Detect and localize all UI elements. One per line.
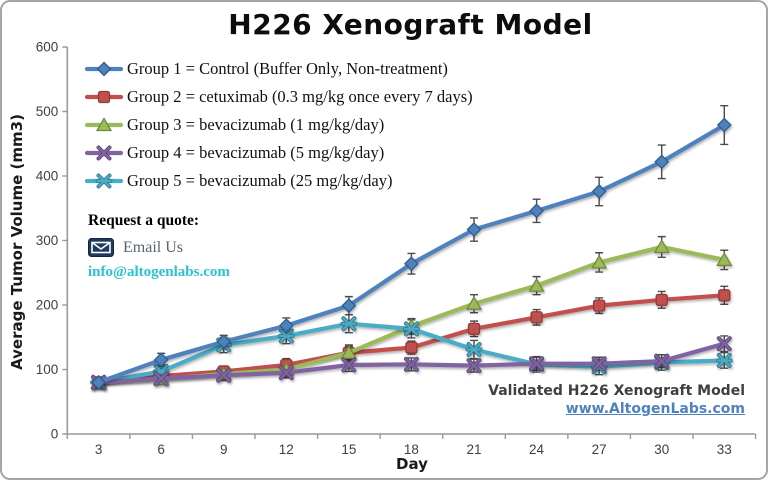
y-axis-title: Average Tumor Volume (mm3): [8, 114, 26, 370]
legend-item-group-1: Group 1 = Control (Buffer Only, Non-trea…: [85, 56, 473, 82]
legend-label: Group 2 = cetuximab (0.3 mg/kg once ever…: [127, 87, 473, 106]
email-us-link[interactable]: Email Us: [123, 238, 183, 256]
svg-text:400: 400: [36, 169, 59, 184]
legend-marker-diamond-icon: [85, 61, 123, 77]
legend-item-group-4: Group 4 = bevacizumab (5 mg/kg/day): [85, 140, 473, 166]
legend-marker-star-icon: [85, 173, 123, 189]
svg-text:100: 100: [36, 362, 59, 377]
chart-title: H226 Xenograft Model: [228, 8, 593, 41]
svg-text:0: 0: [51, 427, 59, 442]
svg-text:200: 200: [36, 298, 59, 313]
legend-label: Group 5 = bevacizumab (25 mg/kg/day): [127, 171, 393, 190]
svg-text:21: 21: [466, 442, 481, 457]
x-axis-title: Day: [396, 455, 428, 473]
svg-text:9: 9: [220, 442, 228, 457]
validated-model-text: Validated H226 Xenograft Model: [488, 383, 745, 399]
svg-text:600: 600: [36, 40, 59, 55]
legend-marker-square-icon: [85, 90, 123, 104]
svg-text:300: 300: [36, 233, 59, 248]
email-icon[interactable]: [88, 238, 114, 257]
svg-text:18: 18: [404, 442, 419, 457]
legend-label: Group 1 = Control (Buffer Only, Non-trea…: [127, 59, 448, 78]
chart-legend: Group 1 = Control (Buffer Only, Non-trea…: [85, 56, 473, 196]
legend-item-group-5: Group 5 = bevacizumab (25 mg/kg/day): [85, 168, 473, 194]
email-address[interactable]: info@altogenlabs.com: [88, 264, 230, 280]
quote-block: Request a quote: Email Us info@altogenla…: [88, 212, 230, 281]
svg-text:15: 15: [341, 442, 356, 457]
svg-text:12: 12: [279, 442, 294, 457]
svg-text:3: 3: [95, 442, 103, 457]
quote-heading: Request a quote:: [88, 212, 200, 229]
svg-text:500: 500: [36, 104, 59, 119]
footer-block: Validated H226 Xenograft Model www.Altog…: [488, 383, 745, 418]
legend-item-group-3: Group 3 = bevacizumab (1 mg/kg/day): [85, 112, 473, 138]
legend-item-group-2: Group 2 = cetuximab (0.3 mg/kg once ever…: [85, 84, 473, 110]
legend-label: Group 4 = bevacizumab (5 mg/kg/day): [127, 143, 385, 162]
svg-text:27: 27: [592, 442, 607, 457]
legend-label: Group 3 = bevacizumab (1 mg/kg/day): [127, 115, 385, 134]
website-link[interactable]: www.AltogenLabs.com: [565, 401, 745, 417]
svg-text:6: 6: [157, 442, 165, 457]
legend-marker-x-icon: [85, 145, 123, 161]
svg-text:24: 24: [529, 442, 545, 457]
svg-text:33: 33: [717, 442, 732, 457]
legend-marker-triangle-icon: [85, 117, 123, 132]
svg-text:30: 30: [654, 442, 669, 457]
